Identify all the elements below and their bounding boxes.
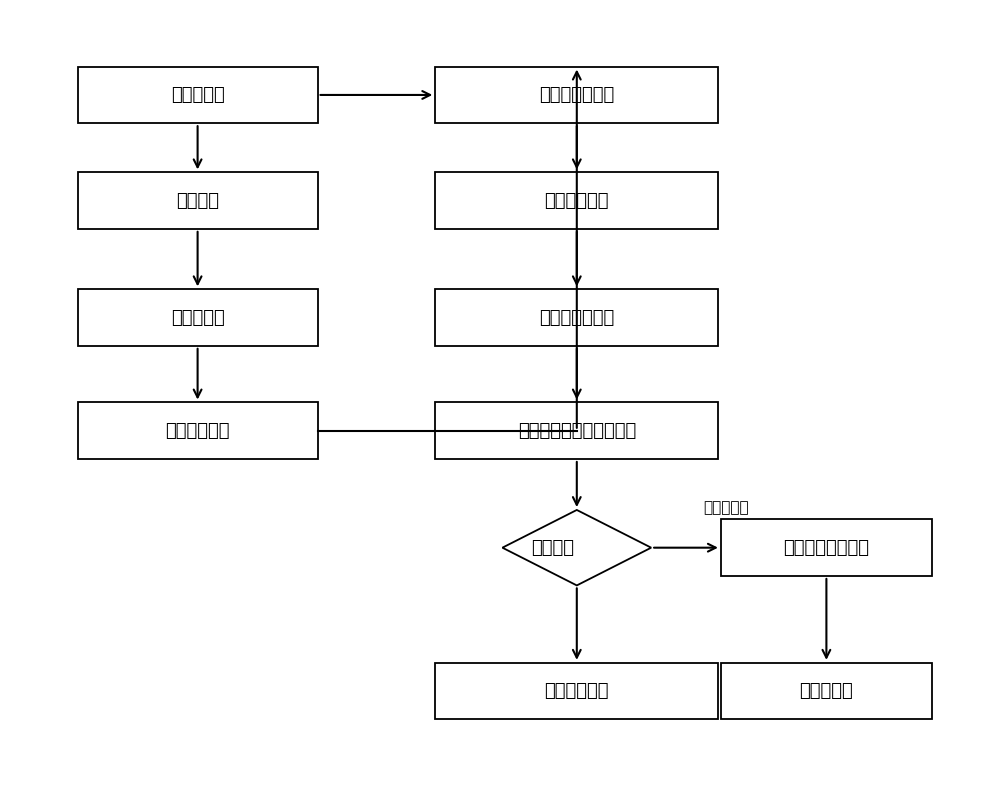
Text: 亮度检测: 亮度检测: [531, 538, 574, 556]
Text: 不满足要求: 不满足要求: [703, 500, 748, 515]
Text: 直方图均衡化: 直方图均衡化: [165, 422, 230, 439]
Bar: [721, 520, 932, 576]
Bar: [78, 289, 318, 346]
Bar: [435, 663, 718, 719]
Text: 分块定位灯点: 分块定位灯点: [545, 192, 609, 210]
Text: 整图灰度平均值: 整图灰度平均值: [539, 86, 614, 104]
Text: 图像灰度化: 图像灰度化: [171, 86, 224, 104]
Text: 将该灯置零: 将该灯置零: [800, 682, 853, 700]
Bar: [721, 663, 932, 719]
Bar: [78, 402, 318, 459]
Bar: [435, 402, 718, 459]
Bar: [435, 289, 718, 346]
Text: 显示各灯亮度值及平均值: 显示各灯亮度值及平均值: [518, 422, 636, 439]
Text: 形态学处理: 形态学处理: [171, 309, 224, 326]
Polygon shape: [502, 510, 651, 586]
Bar: [78, 67, 318, 123]
Bar: [78, 172, 318, 229]
Text: 输出显示结果: 输出显示结果: [545, 682, 609, 700]
Bar: [435, 67, 718, 123]
Text: 计算各灯亮度值: 计算各灯亮度值: [539, 309, 614, 326]
Text: 图像滤波: 图像滤波: [176, 192, 219, 210]
Text: 返回该灯分块区域: 返回该灯分块区域: [783, 538, 869, 556]
Bar: [435, 172, 718, 229]
